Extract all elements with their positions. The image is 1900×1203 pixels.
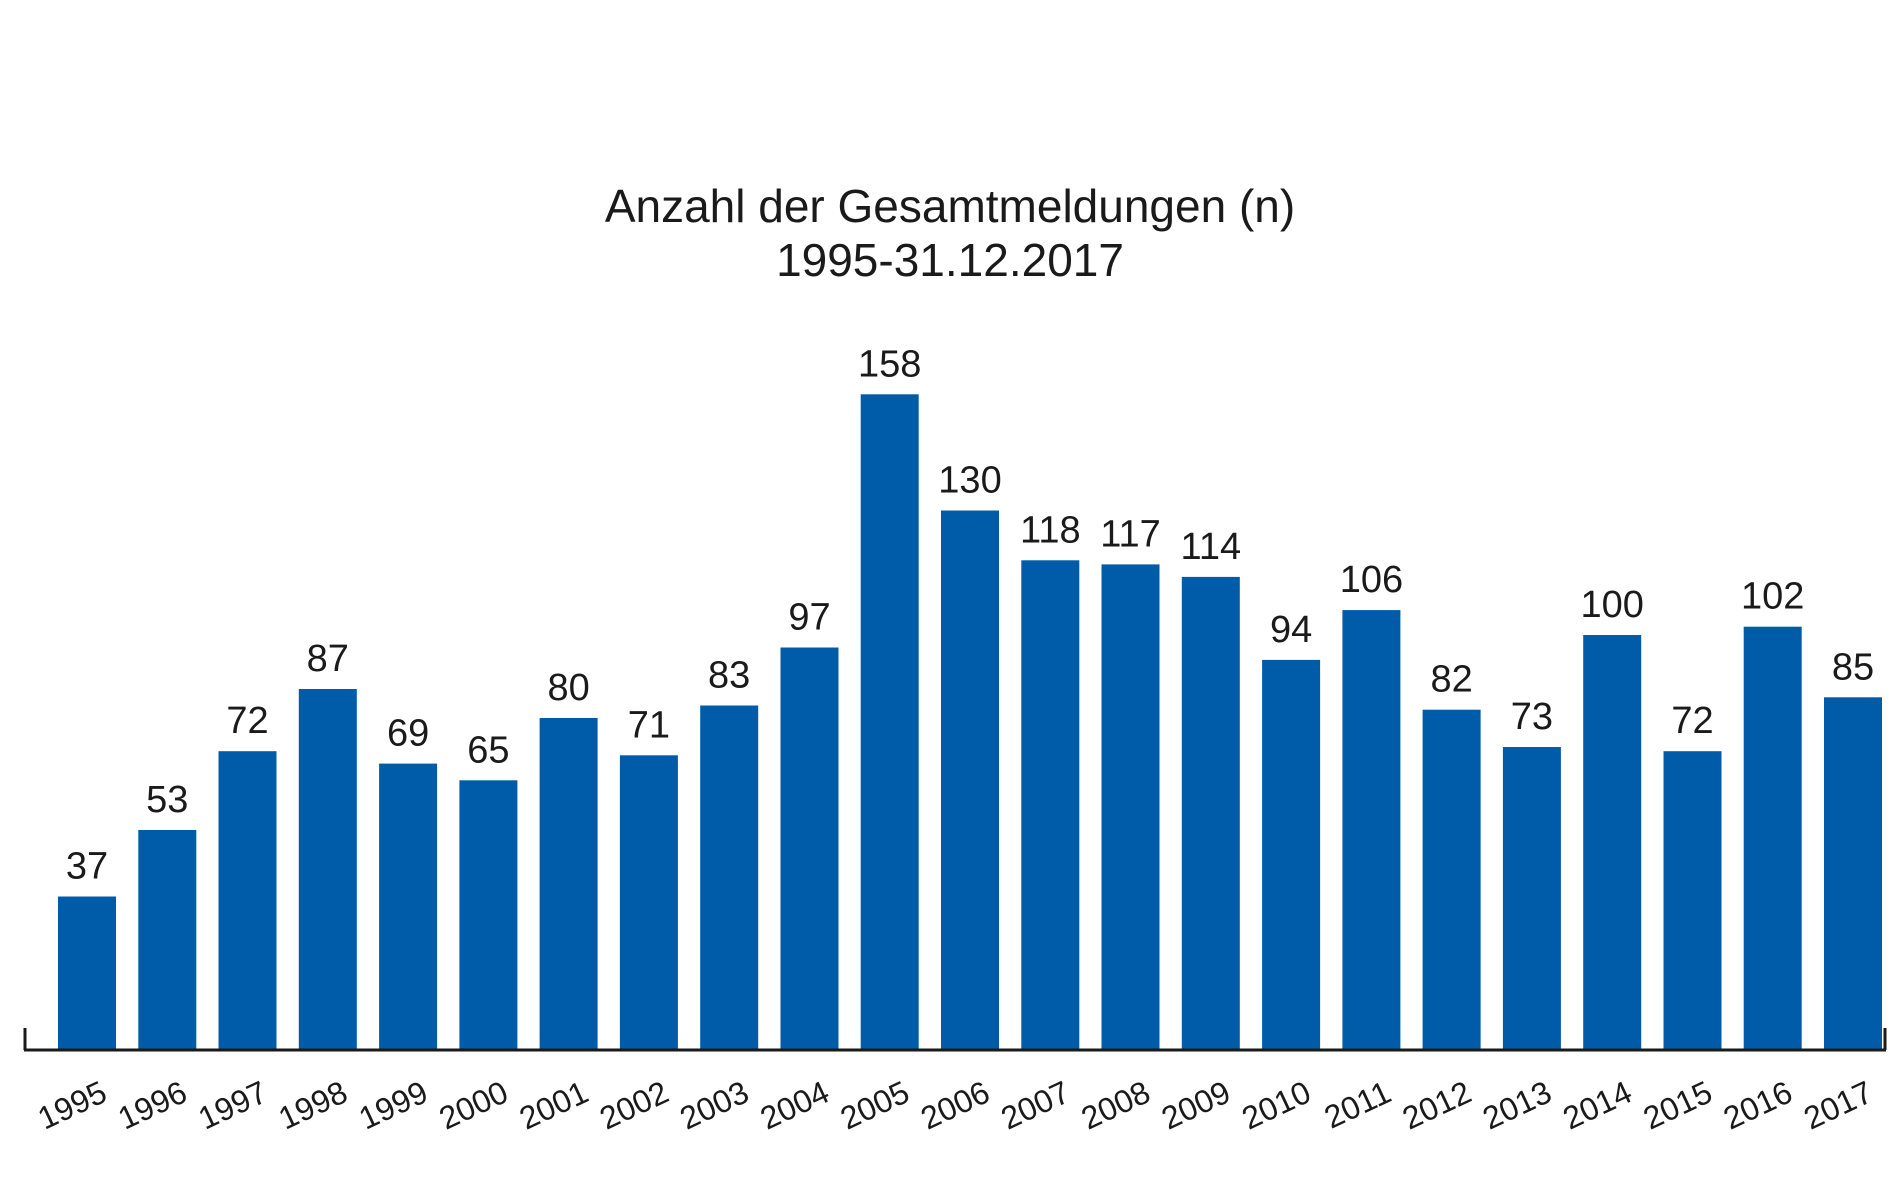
tick-label-2002: 2002 [594, 1074, 674, 1137]
value-label-2009: 114 [1181, 526, 1242, 568]
tick-label-2011: 2011 [1319, 1074, 1397, 1136]
x-axis [23, 1028, 1887, 1052]
tick-label-2005: 2005 [835, 1074, 915, 1137]
value-label-2016: 102 [1741, 576, 1804, 618]
bar-2000 [459, 780, 518, 1051]
value-label-2014: 100 [1580, 584, 1643, 626]
bar-2006 [941, 510, 999, 1050]
bar-2003 [700, 705, 759, 1050]
tick-label-2007: 2007 [996, 1074, 1076, 1137]
bar-2017 [1824, 697, 1882, 1051]
tick-label-2008: 2008 [1076, 1074, 1156, 1137]
tick-label-2009: 2009 [1156, 1074, 1236, 1137]
value-label-2008: 117 [1100, 513, 1161, 555]
bar-2009 [1181, 576, 1240, 1050]
bar-2001 [539, 718, 598, 1050]
value-label-2002: 71 [628, 704, 670, 746]
tick-label-1999: 1999 [353, 1074, 433, 1137]
tick-label-2000: 2000 [434, 1074, 514, 1137]
bar-1999 [379, 763, 438, 1050]
bars-group [58, 394, 1882, 1051]
value-label-2000: 65 [467, 729, 509, 771]
value-label-1999: 69 [387, 713, 429, 755]
tick-label-2001: 2001 [514, 1074, 594, 1137]
tick-label-2017: 2017 [1798, 1074, 1878, 1137]
chart-subtitle: 1995-31.12.2017 [776, 234, 1124, 286]
tick-label-1995: 1995 [32, 1074, 112, 1137]
tick-label-2015: 2015 [1638, 1074, 1718, 1137]
value-label-2017: 85 [1832, 646, 1874, 688]
value-label-1995: 37 [66, 846, 108, 888]
tick-label-2010: 2010 [1236, 1074, 1316, 1137]
bar-1996 [138, 830, 197, 1050]
tick-label-2003: 2003 [674, 1074, 754, 1137]
value-label-1997: 72 [226, 700, 268, 742]
bar-1995 [58, 896, 116, 1051]
tick-label-1996: 1996 [113, 1074, 193, 1137]
chart-title: Anzahl der Gesamtmeldungen (n) [605, 180, 1295, 232]
bar-2007 [1021, 560, 1080, 1050]
bar-2016 [1743, 626, 1802, 1050]
tick-label-1998: 1998 [273, 1074, 353, 1137]
bar-1998 [298, 689, 357, 1051]
value-label-2015: 72 [1671, 700, 1713, 742]
tick-label-2016: 2016 [1718, 1074, 1798, 1137]
value-label-2004: 97 [788, 597, 830, 639]
bar-2002 [619, 755, 678, 1050]
tick-label-2013: 2013 [1477, 1074, 1557, 1137]
bar-1997 [218, 751, 277, 1050]
bar-2011 [1342, 610, 1401, 1050]
tick-label-2006: 2006 [915, 1074, 995, 1137]
bar-2008 [1101, 564, 1160, 1050]
value-label-2001: 80 [547, 667, 589, 709]
tick-label-1997: 1997 [193, 1074, 273, 1137]
value-label-2011: 106 [1340, 559, 1403, 601]
value-label-2003: 83 [708, 655, 750, 697]
bar-2005 [860, 394, 919, 1050]
bar-2015 [1663, 751, 1722, 1050]
value-labels-group: 37 53 72 87 69 65 80 71 83 97 158 130 118 117 114 94 106… [66, 343, 1874, 887]
bar-2013 [1502, 747, 1561, 1050]
value-label-2006: 130 [938, 460, 1001, 502]
value-label-2013: 73 [1511, 696, 1553, 738]
value-label-2005: 158 [858, 343, 921, 385]
bar-2004 [780, 647, 839, 1051]
value-label-2010: 94 [1270, 609, 1312, 651]
value-label-1998: 87 [307, 638, 349, 680]
bar-2012 [1422, 709, 1481, 1050]
value-label-1996: 53 [146, 779, 188, 821]
tick-label-2012: 2012 [1397, 1074, 1477, 1137]
bar-2014 [1583, 635, 1642, 1050]
tick-label-2004: 2004 [755, 1074, 835, 1137]
value-label-2007: 118 [1020, 509, 1081, 551]
x-tick-labels: 1995 1996 1997 1998 1999 2000 2001 2002 2003 2004… [32, 1074, 1878, 1137]
value-label-2012: 82 [1430, 659, 1472, 701]
bar-2010 [1262, 659, 1321, 1050]
tick-label-2014: 2014 [1557, 1074, 1637, 1137]
